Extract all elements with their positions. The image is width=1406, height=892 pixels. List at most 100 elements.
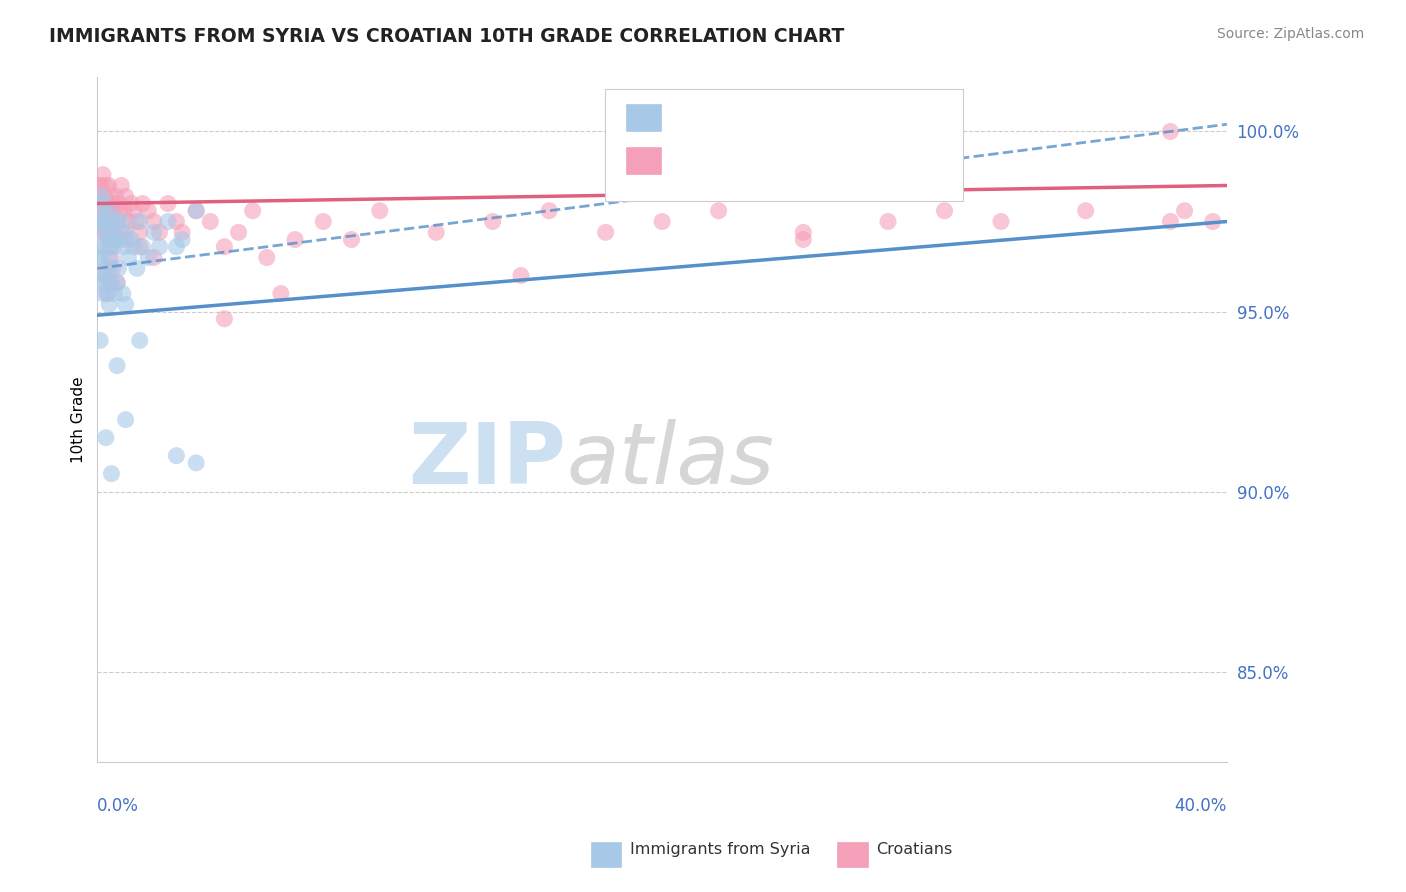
Point — [94, 268, 117, 283]
Point — [256, 251, 278, 265]
Point — [136, 251, 159, 265]
Point — [877, 214, 900, 228]
Point — [101, 196, 124, 211]
Point — [707, 203, 730, 218]
Point — [128, 225, 150, 239]
Point — [107, 196, 129, 211]
Point — [98, 251, 121, 265]
Point — [114, 297, 136, 311]
Point — [242, 203, 264, 218]
Point — [97, 203, 120, 218]
Point — [170, 233, 193, 247]
Point — [94, 240, 117, 254]
Point — [98, 276, 121, 290]
Point — [114, 412, 136, 426]
Point — [156, 196, 179, 211]
Point — [792, 233, 814, 247]
Point — [107, 261, 129, 276]
Point — [114, 233, 136, 247]
Point — [934, 203, 956, 218]
Point — [104, 189, 127, 203]
Point — [170, 225, 193, 239]
Point — [91, 168, 114, 182]
Point — [111, 225, 134, 239]
Point — [110, 214, 132, 228]
Point — [105, 276, 128, 290]
Point — [87, 251, 110, 265]
Point — [120, 196, 142, 211]
Point — [105, 214, 128, 228]
Point — [156, 214, 179, 228]
Point — [792, 225, 814, 239]
Point — [165, 214, 187, 228]
Point — [595, 225, 617, 239]
Point — [1074, 203, 1097, 218]
Point — [538, 203, 561, 218]
Point — [94, 178, 117, 193]
Point — [111, 286, 134, 301]
Point — [122, 240, 145, 254]
Point — [94, 431, 117, 445]
Point — [97, 240, 120, 254]
Point — [96, 225, 118, 239]
Point — [112, 203, 135, 218]
Point — [97, 203, 120, 218]
Point — [112, 240, 135, 254]
Point — [128, 240, 150, 254]
Point — [90, 240, 112, 254]
Point — [200, 214, 222, 228]
Point — [131, 240, 153, 254]
Text: ZIP: ZIP — [408, 419, 567, 502]
Point — [105, 276, 128, 290]
Point — [93, 268, 115, 283]
Point — [125, 261, 148, 276]
Point — [990, 214, 1012, 228]
Point — [91, 196, 114, 211]
Point — [98, 297, 121, 311]
Point — [93, 214, 115, 228]
Point — [89, 189, 111, 203]
Point — [103, 240, 125, 254]
Text: Croatians: Croatians — [876, 842, 952, 857]
Point — [89, 276, 111, 290]
Point — [96, 196, 118, 211]
Y-axis label: 10th Grade: 10th Grade — [72, 376, 86, 463]
Text: IMMIGRANTS FROM SYRIA VS CROATIAN 10TH GRADE CORRELATION CHART: IMMIGRANTS FROM SYRIA VS CROATIAN 10TH G… — [49, 27, 845, 45]
Point — [186, 456, 208, 470]
Text: N = 61: N = 61 — [825, 107, 893, 125]
Point — [90, 214, 112, 228]
Point — [142, 214, 165, 228]
Point — [101, 225, 124, 239]
Point — [89, 203, 111, 218]
Point — [214, 240, 236, 254]
Point — [186, 203, 208, 218]
Point — [122, 203, 145, 218]
Point — [93, 214, 115, 228]
Point — [98, 214, 121, 228]
Point — [651, 214, 673, 228]
Point — [100, 214, 122, 228]
Point — [142, 225, 165, 239]
Point — [98, 189, 121, 203]
Point — [89, 334, 111, 348]
Point — [128, 214, 150, 228]
Point — [91, 225, 114, 239]
Point — [100, 214, 122, 228]
Point — [100, 203, 122, 218]
Point — [90, 189, 112, 203]
Point — [104, 233, 127, 247]
Point — [103, 233, 125, 247]
Point — [97, 233, 120, 247]
Point — [105, 214, 128, 228]
Point — [94, 203, 117, 218]
Point — [96, 286, 118, 301]
Point — [96, 225, 118, 239]
Point — [120, 233, 142, 247]
Point — [100, 251, 122, 265]
Point — [270, 286, 292, 301]
Point — [165, 449, 187, 463]
Point — [103, 286, 125, 301]
Point — [103, 225, 125, 239]
Point — [93, 214, 115, 228]
Point — [148, 225, 170, 239]
